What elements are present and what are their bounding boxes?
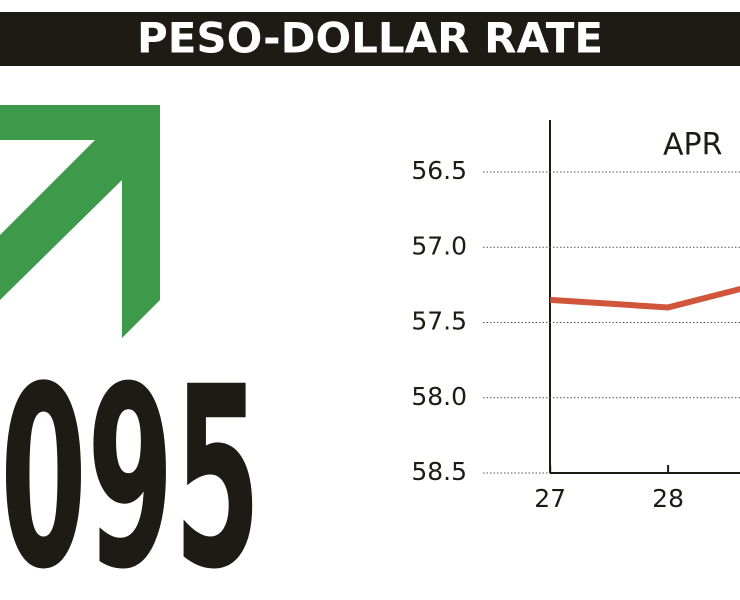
x-tick-label: 28 <box>652 484 684 513</box>
header-bar <box>0 12 740 66</box>
y-tick-label: 57.0 <box>411 231 467 260</box>
x-tick-label: 27 <box>534 484 566 513</box>
y-tick-label: 57.5 <box>411 307 467 336</box>
month-annotation: APR <box>663 128 722 163</box>
header-title: PESO-DOLLAR RATE <box>137 14 603 63</box>
rate-line <box>550 285 740 311</box>
y-tick-label: 58.0 <box>411 382 467 411</box>
y-tick-label: 56.5 <box>411 156 467 185</box>
headline-value: 095 <box>0 334 261 600</box>
y-tick-label: 58.5 <box>411 457 467 486</box>
up-arrow <box>0 105 160 338</box>
